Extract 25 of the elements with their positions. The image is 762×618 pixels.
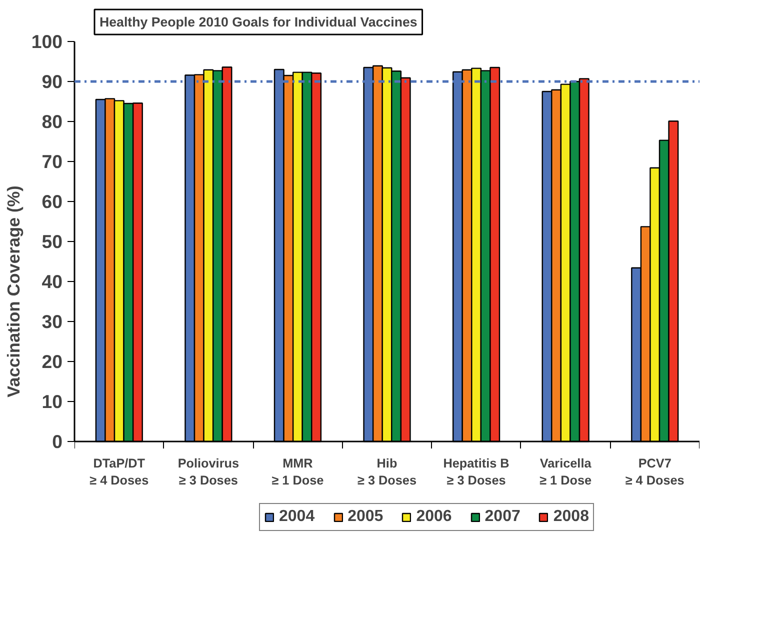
- y-tick-label: 40: [42, 271, 63, 292]
- y-tick-label: 10: [42, 391, 63, 412]
- x-tick-label: Hib ≥ 3 Doses: [358, 456, 417, 488]
- y-tick-label: 90: [42, 71, 63, 92]
- y-tick-label: 0: [52, 431, 63, 452]
- legend-label: 2005: [348, 508, 384, 526]
- legend-label: 2008: [553, 508, 589, 526]
- y-tick-label: 50: [42, 231, 63, 252]
- y-tick-label: 60: [42, 191, 63, 212]
- x-tick-label: Varicella ≥ 1 Dose: [540, 456, 592, 488]
- x-tick-label: MMR ≥ 1 Dose: [272, 456, 324, 488]
- y-tick-label: 100: [31, 31, 63, 52]
- y-tick-label: 20: [42, 351, 63, 372]
- legend-label: 2007: [484, 508, 520, 526]
- y-tick-label: 80: [42, 111, 63, 132]
- text: Healthy People 2010 Goals for Individual Vaccines: [100, 14, 418, 30]
- x-tick-label: Poliovirus ≥ 3 Doses: [178, 456, 240, 488]
- y-tick-label: 30: [42, 311, 63, 332]
- x-tick-label: PCV7 ≥ 4 Doses: [625, 456, 684, 488]
- x-tick-label: Hepatitis B ≥ 3 Doses: [443, 456, 510, 488]
- legend-label: 2004: [279, 508, 315, 526]
- legend-label: 2006: [416, 508, 452, 526]
- y-axis-title: Vaccination Coverage (%): [3, 186, 24, 398]
- x-tick-label: DTaP/DT ≥ 4 Doses: [90, 456, 149, 488]
- y-tick-label: 70: [42, 151, 63, 172]
